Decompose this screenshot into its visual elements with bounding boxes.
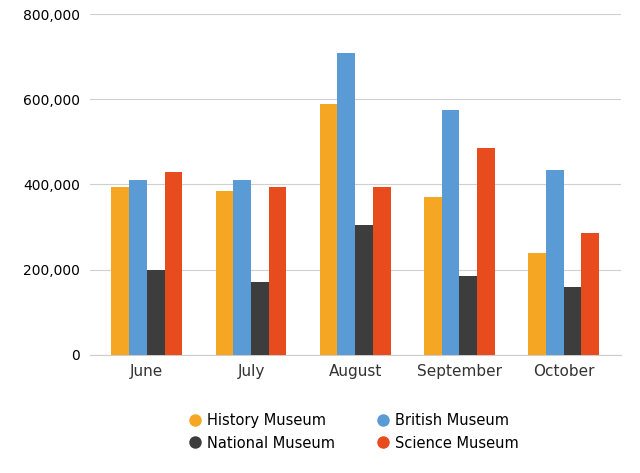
- Bar: [234, 180, 251, 355]
- Legend: History Museum, National Museum, British Museum, Science Museum: History Museum, National Museum, British…: [186, 407, 525, 456]
- Bar: [546, 169, 563, 355]
- Bar: [147, 270, 164, 355]
- Bar: [320, 104, 337, 355]
- Bar: [111, 186, 129, 355]
- Bar: [164, 172, 182, 355]
- Bar: [424, 197, 442, 355]
- Bar: [337, 53, 355, 355]
- Bar: [355, 225, 373, 355]
- Bar: [460, 276, 477, 355]
- Bar: [216, 191, 234, 355]
- Bar: [528, 253, 546, 355]
- Bar: [563, 287, 581, 355]
- Bar: [269, 186, 287, 355]
- Bar: [129, 180, 147, 355]
- Bar: [251, 282, 269, 355]
- Bar: [581, 233, 599, 355]
- Bar: [477, 149, 495, 355]
- Bar: [373, 186, 390, 355]
- Bar: [442, 110, 460, 355]
